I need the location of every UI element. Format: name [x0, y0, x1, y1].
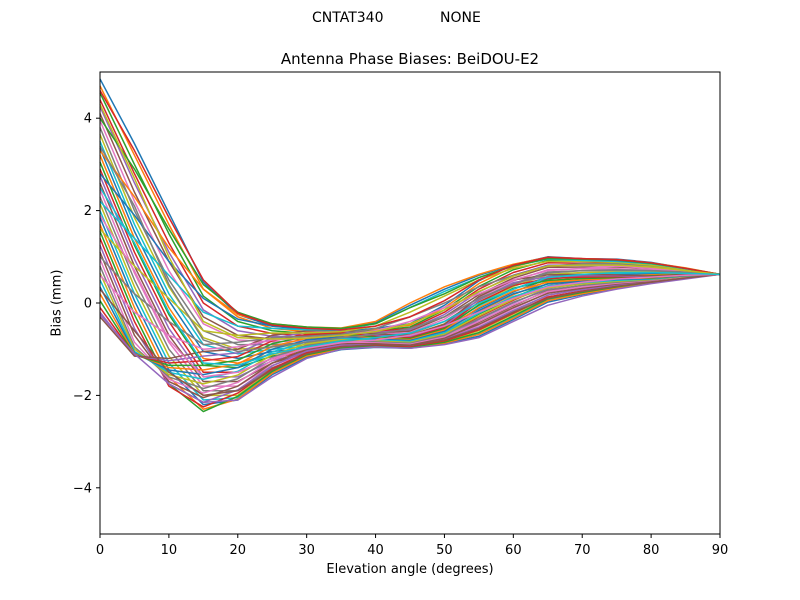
series-line-azimuth-033 [99, 273, 721, 364]
x-tick-label: 60 [505, 543, 522, 558]
chart-title: Antenna Phase Biases: BeiDOU-E2 [280, 50, 540, 68]
series-line-azimuth-047 [99, 145, 721, 353]
series-line-azimuth-045 [99, 273, 721, 397]
series-line-azimuth-001 [99, 85, 721, 334]
y-tick-label: −2 [73, 389, 92, 404]
series-line-azimuth-036 [99, 265, 721, 350]
y-axis: −4 −2 0 2 4 [73, 112, 100, 496]
series-line-azimuth-025 [99, 251, 721, 399]
series-line-azimuth-034 [99, 273, 721, 362]
y-axis-label: Bias (mm) [49, 269, 65, 337]
radome-name: NONE [440, 10, 481, 26]
series-line-azimuth-046 [99, 214, 721, 378]
series-line-azimuth-038 [99, 228, 721, 337]
y-tick-label: −4 [73, 481, 92, 496]
x-tick-label: 90 [712, 543, 729, 558]
x-tick-label: 10 [161, 543, 178, 558]
series-line-azimuth-049 [99, 187, 721, 367]
x-tick-label: 80 [643, 543, 660, 558]
series-line-azimuth-040 [99, 173, 721, 330]
series-line-azimuth-043 [99, 90, 721, 331]
series-line-azimuth-027 [99, 265, 721, 390]
series-line-azimuth-042 [99, 117, 721, 330]
series-line-azimuth-006 [99, 120, 721, 343]
y-tick-label: 0 [84, 297, 92, 312]
series-line-azimuth-028 [99, 272, 721, 385]
series-line-azimuth-048 [99, 104, 721, 340]
x-tick-label: 40 [367, 543, 384, 558]
x-tick-label: 0 [96, 543, 104, 558]
series-line-azimuth-002 [99, 92, 721, 335]
x-axis: 0 10 20 30 40 50 60 70 80 90 [96, 534, 728, 558]
series-line-azimuth-044 [99, 273, 721, 404]
series-layer [99, 78, 721, 413]
antenna-name: CNTAT340 [312, 10, 384, 26]
series-line-azimuth-029 [99, 273, 721, 380]
series-line-azimuth-026 [99, 258, 721, 394]
series-line-azimuth-005 [99, 113, 721, 340]
x-tick-label: 70 [574, 543, 591, 558]
y-tick-label: 4 [84, 112, 92, 127]
y-tick-label: 2 [84, 204, 92, 219]
x-tick-label: 50 [436, 543, 453, 558]
x-tick-label: 20 [230, 543, 247, 558]
series-line-azimuth-032 [99, 273, 721, 367]
x-axis-label: Elevation angle (degrees) [326, 562, 494, 577]
x-tick-label: 30 [298, 543, 315, 558]
